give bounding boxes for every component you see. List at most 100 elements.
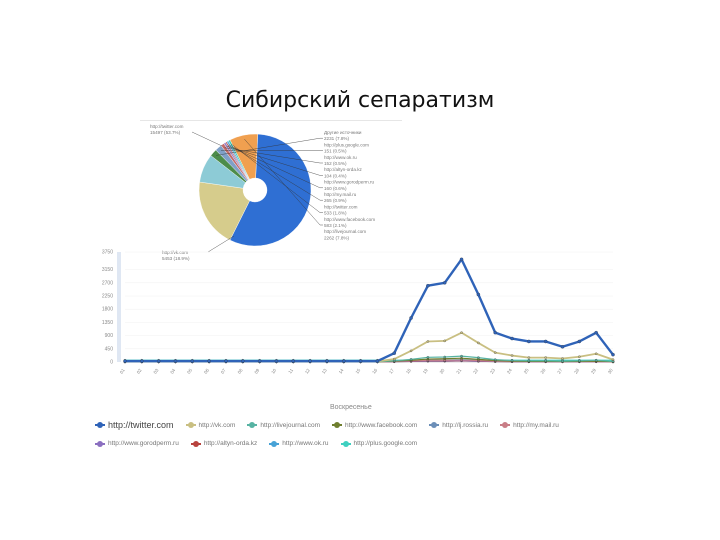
data-point[interactable]	[173, 359, 178, 363]
data-point[interactable]	[426, 340, 430, 343]
data-point[interactable]	[460, 331, 463, 334]
pie-label-twitter: 15497 (53.7%)	[150, 130, 181, 135]
data-point[interactable]	[560, 344, 565, 349]
data-point[interactable]	[241, 359, 245, 363]
legend-marker	[185, 422, 196, 428]
data-point[interactable]	[459, 257, 464, 262]
pie-callout-label: http://my.mail.ru	[324, 192, 357, 197]
data-point[interactable]	[493, 358, 497, 361]
pie-callout-label: 2262 (7.8%)	[324, 235, 349, 240]
data-point[interactable]	[544, 356, 547, 359]
x-tick-label: 28	[573, 367, 580, 374]
legend-item[interactable]: http://www.facebook.com	[332, 422, 417, 429]
data-point[interactable]	[291, 359, 296, 363]
legend-row: http://twitter.com http://vk.com http://li…	[95, 420, 571, 430]
legend-item[interactable]: http://livejournal.com	[247, 422, 320, 429]
data-point[interactable]	[611, 358, 615, 361]
data-point[interactable]	[527, 356, 531, 359]
x-tick-label: 16	[371, 367, 378, 374]
data-point[interactable]	[224, 359, 228, 363]
legend-item[interactable]: http://altyn-orda.kz	[190, 440, 257, 447]
data-point[interactable]	[476, 292, 481, 297]
data-point[interactable]	[375, 359, 380, 363]
x-tick-label: 14	[338, 367, 345, 374]
x-tick-label: 18	[405, 367, 412, 374]
legend-item[interactable]: http://twitter.com	[95, 420, 174, 430]
data-point[interactable]	[510, 359, 514, 362]
pie-callout-label: 104 (0.4%)	[324, 173, 347, 178]
data-point[interactable]	[140, 359, 144, 363]
y-scroll-strip[interactable]	[117, 252, 121, 362]
data-point[interactable]	[325, 359, 329, 363]
legend-label: http://vk.com	[198, 421, 236, 429]
data-point[interactable]	[543, 339, 548, 344]
data-point[interactable]	[409, 316, 413, 320]
data-point[interactable]	[493, 351, 497, 354]
data-point[interactable]	[527, 339, 531, 344]
data-point[interactable]	[544, 359, 547, 363]
legend-item[interactable]: http://www.ok.ru	[269, 440, 329, 447]
data-point[interactable]	[409, 358, 413, 361]
x-tick-label: 19	[422, 367, 429, 374]
data-point[interactable]	[443, 339, 446, 343]
data-point[interactable]	[477, 341, 480, 345]
legend-marker	[190, 440, 201, 447]
legend-item[interactable]: http://www.gorodperm.ru	[95, 440, 179, 447]
data-point[interactable]	[460, 356, 463, 360]
data-point[interactable]	[493, 330, 497, 335]
data-point[interactable]	[392, 357, 396, 361]
data-point[interactable]	[594, 330, 598, 335]
data-point[interactable]	[190, 359, 195, 363]
x-tick-label: 23	[489, 367, 496, 374]
data-point[interactable]	[477, 356, 480, 359]
series-line	[125, 258, 614, 363]
pie-callout-line	[226, 146, 323, 176]
data-point[interactable]	[443, 355, 446, 359]
x-tick-label: 20	[439, 367, 446, 374]
data-point[interactable]	[358, 359, 363, 363]
data-point[interactable]	[426, 356, 430, 359]
x-tick-label: 25	[523, 367, 530, 374]
data-point[interactable]	[578, 355, 581, 358]
pie-callout-label: 151 (0.5%)	[324, 149, 347, 154]
pie-callout-label: 265 (0.9%)	[324, 198, 347, 203]
legend-marker	[269, 440, 280, 447]
legend-label: http://plus.google.com	[353, 440, 418, 447]
legend-item[interactable]: http://lj.rossia.ru	[429, 422, 488, 429]
data-point[interactable]	[594, 358, 598, 362]
y-tick-label: 2700	[102, 280, 113, 286]
data-point[interactable]	[510, 336, 514, 341]
data-point[interactable]	[207, 359, 211, 363]
legend-item[interactable]: http://vk.com	[185, 421, 236, 429]
legend-label: http://twitter.com	[108, 420, 174, 430]
data-point[interactable]	[561, 359, 564, 363]
data-point[interactable]	[274, 359, 279, 363]
y-tick-label: 900	[105, 333, 114, 339]
data-point[interactable]	[123, 359, 127, 363]
x-tick-label: 22	[472, 367, 479, 374]
pie-callout-label: 533 (1.8%)	[324, 211, 347, 216]
data-point[interactable]	[561, 357, 564, 360]
data-point[interactable]	[392, 351, 396, 355]
pie-callout-label: http://www.ok.ru	[324, 155, 357, 160]
x-tick-label: 11	[287, 367, 294, 374]
data-point[interactable]	[308, 359, 312, 363]
data-point[interactable]	[527, 359, 531, 363]
legend-item[interactable]: http://my.mail.ru	[500, 422, 559, 429]
data-point[interactable]	[460, 354, 463, 358]
data-point[interactable]	[442, 281, 447, 285]
legend-item[interactable]: http://plus.google.com	[340, 440, 418, 447]
data-point[interactable]	[409, 349, 413, 353]
data-point[interactable]	[257, 359, 262, 363]
data-point[interactable]	[156, 359, 161, 363]
data-point[interactable]	[342, 359, 346, 363]
slide-title: Сибирский сепаратизм	[225, 88, 495, 113]
legend-marker	[340, 440, 351, 447]
data-point[interactable]	[611, 352, 615, 357]
x-tick-label: 24	[506, 367, 513, 374]
data-point[interactable]	[426, 283, 430, 288]
data-point[interactable]	[594, 352, 598, 356]
data-point[interactable]	[510, 354, 514, 357]
data-point[interactable]	[577, 339, 582, 344]
data-point[interactable]	[578, 359, 581, 363]
